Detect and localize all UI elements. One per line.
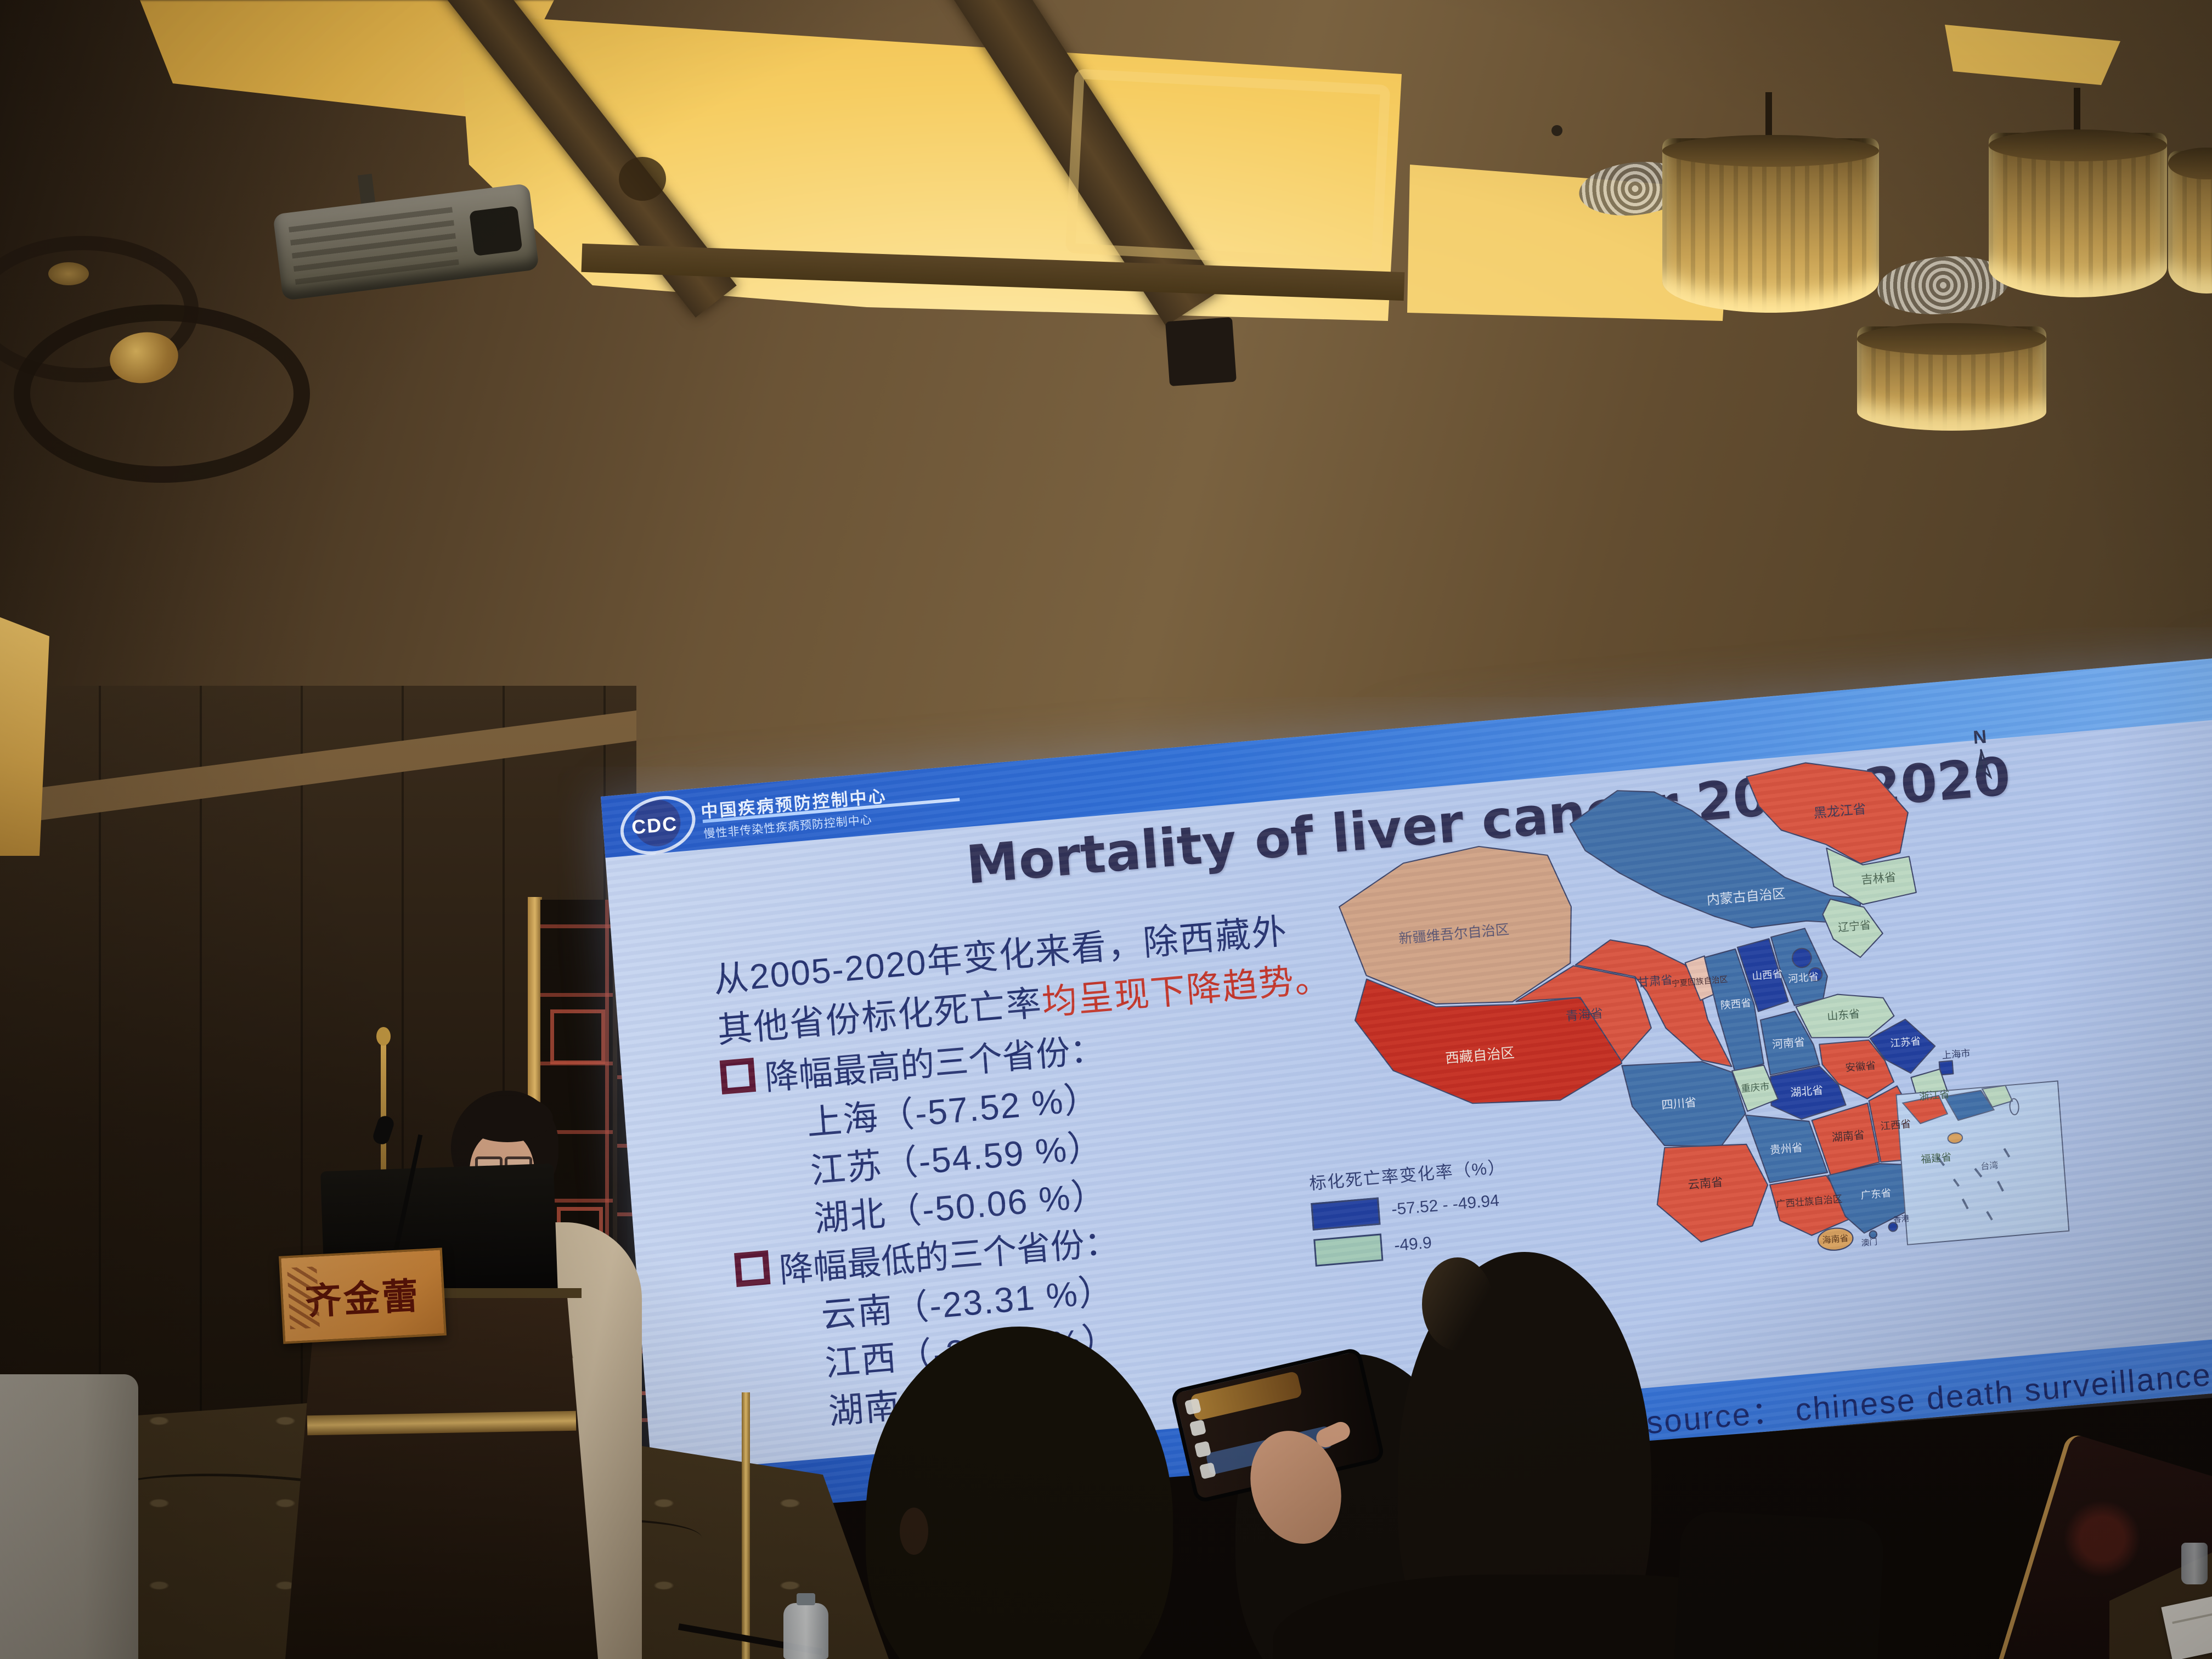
pendant-rod (1765, 92, 1772, 143)
svg-text:广东省: 广东省 (1860, 1187, 1892, 1201)
cdc-logo-text: CDC (630, 812, 679, 839)
sprinkler-head (1551, 125, 1562, 136)
ceiling-speaker-box (1165, 317, 1237, 387)
svg-text:台湾: 台湾 (1980, 1160, 1999, 1172)
water-bottle (783, 1603, 828, 1659)
water-bottle-cap (797, 1593, 815, 1605)
svg-text:海南省: 海南省 (1822, 1233, 1849, 1245)
svg-text:云南省: 云南省 (1688, 1176, 1723, 1192)
square-bullet-icon (734, 1250, 771, 1288)
ceiling-cove-step (1065, 69, 1391, 269)
legend-swatch (1313, 1233, 1384, 1267)
audience-hair-bun (1422, 1257, 1493, 1351)
mic-stand-pole (742, 1392, 750, 1659)
svg-text:河北省: 河北省 (1787, 970, 1819, 985)
svg-text:浙江省: 浙江省 (1918, 1088, 1950, 1103)
svg-text:四川省: 四川省 (1661, 1096, 1697, 1111)
ceiling-recessed-light (619, 157, 666, 201)
chair-back (1670, 1510, 1885, 1659)
legend-swatch (1311, 1197, 1381, 1231)
svg-text:河南省: 河南省 (1771, 1036, 1805, 1051)
pendant-rod (2074, 88, 2080, 137)
svg-text:福建省: 福建省 (1921, 1151, 1952, 1165)
decor-stand-knob (376, 1027, 391, 1046)
svg-text:重庆市: 重庆市 (1741, 1081, 1770, 1094)
svg-text:江苏省: 江苏省 (1890, 1035, 1921, 1049)
svg-text:湖南省: 湖南省 (1831, 1128, 1865, 1144)
svg-text:安徽省: 安徽省 (1845, 1059, 1876, 1074)
floor-speaker (0, 1374, 138, 1659)
presenter-hair-bangs (462, 1095, 553, 1142)
svg-text:湖北省: 湖北省 (1790, 1084, 1824, 1099)
nameplate-decoration (287, 1266, 320, 1329)
ring-chandelier (14, 304, 310, 483)
drum-pendant-light (2168, 148, 2212, 294)
svg-text:山西省: 山西省 (1752, 968, 1783, 982)
svg-text:香港: 香港 (1893, 1214, 1910, 1224)
svg-text:澳门: 澳门 (1861, 1237, 1877, 1248)
svg-text:陕西省: 陕西省 (1720, 997, 1751, 1011)
svg-text:贵州省: 贵州省 (1769, 1141, 1803, 1156)
svg-text:山东省: 山东省 (1827, 1008, 1860, 1023)
drum-pendant-light (1662, 135, 1879, 313)
presentation-screen: CDC 中国疾病预防控制中心 慢性非传染性疾病预防控制中心 Mortality … (601, 649, 2212, 1527)
audience-head (866, 1327, 1173, 1659)
china-choropleth-map: 新疆维吾尔自治区 西藏自治区 青海省 甘肃省 内蒙古自治区 黑龙江省 吉林省 辽… (1339, 762, 2070, 1251)
podium-nameplate: 齐金蕾 (279, 1248, 447, 1344)
ceiling-gold-fixture (48, 262, 89, 285)
compass-north-icon: N (1957, 725, 2005, 785)
drum-pendant-light (1857, 323, 2046, 431)
svg-text:吉林省: 吉林省 (1861, 871, 1897, 887)
wall-backlit-panel (0, 617, 49, 856)
nameplate-text: 齐金蕾 (304, 1275, 422, 1322)
cup-on-table (2181, 1543, 2208, 1584)
svg-text:江西省: 江西省 (1880, 1118, 1911, 1132)
south-china-sea-inset (1895, 1080, 2070, 1245)
square-bullet-icon (719, 1057, 757, 1095)
svg-text:上海市: 上海市 (1942, 1047, 1971, 1060)
podium (285, 1290, 598, 1659)
svg-text:甘肃省: 甘肃省 (1637, 973, 1673, 989)
svg-text:青海省: 青海省 (1565, 1007, 1603, 1024)
audience-ear (900, 1508, 928, 1555)
drum-pendant-light (1989, 129, 2167, 297)
svg-text:辽宁省: 辽宁省 (1837, 919, 1871, 934)
